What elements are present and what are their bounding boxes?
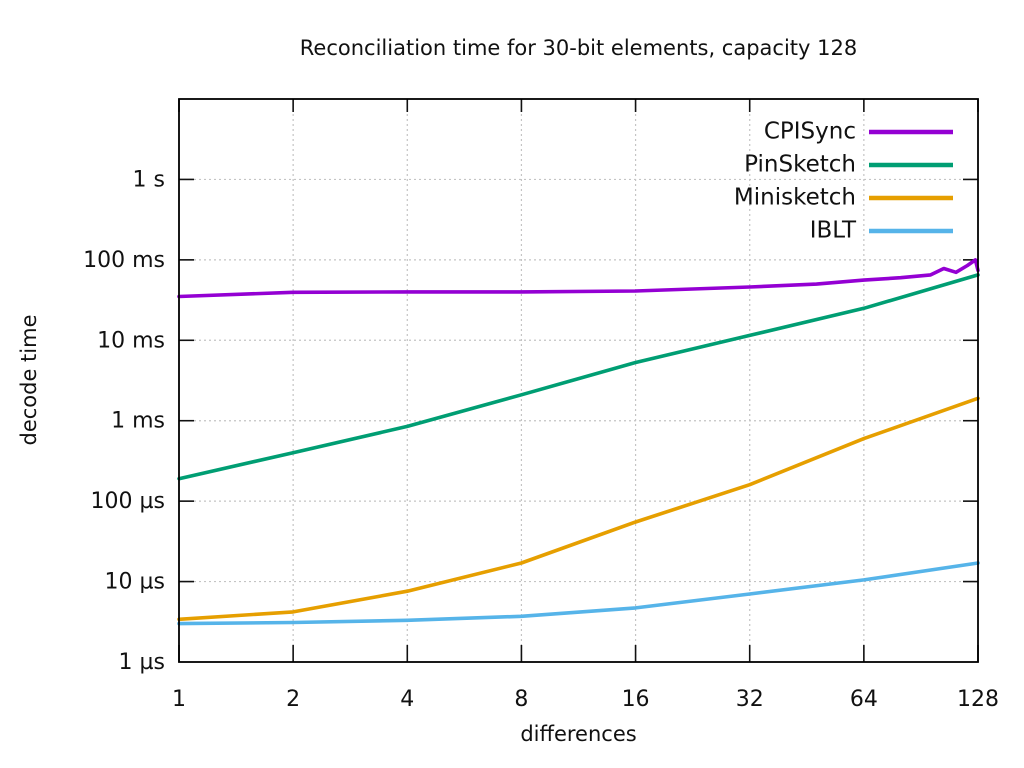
x-tick-label: 64 (850, 687, 878, 712)
series-line-cpisync (177, 258, 980, 299)
legend-label-minisketch: Minisketch (734, 185, 856, 211)
x-tick-label: 1 (172, 687, 186, 712)
x-tick-label: 8 (514, 687, 528, 712)
x-axis-label: differences (520, 722, 637, 746)
plot-border (178, 98, 979, 663)
y-tick-label: 1 ms (111, 409, 165, 434)
x-tick-label: 128 (957, 687, 999, 712)
y-tick-label: 10 µs (105, 570, 165, 595)
y-tick-label: 100 µs (91, 489, 165, 514)
x-tick-label: 2 (286, 687, 300, 712)
x-tick-label: 32 (736, 687, 764, 712)
legend-label-iblt: IBLT (810, 218, 857, 244)
y-tick-label: 10 ms (97, 328, 165, 353)
y-tick-label: 100 ms (83, 248, 165, 273)
series-line-pinsketch (177, 273, 980, 481)
legend-label-cpisync: CPISync (764, 119, 856, 145)
series-line-iblt (177, 561, 980, 626)
chart-title: Reconciliation time for 30-bit elements,… (299, 36, 858, 60)
y-axis-label: decode time (17, 314, 41, 446)
y-tick-label: 1 s (133, 167, 165, 192)
y-tick-label: 1 µs (119, 650, 165, 675)
x-tick-label: 16 (622, 687, 650, 712)
series-line-minisketch (177, 396, 980, 622)
legend-label-pinsketch: PinSketch (744, 152, 856, 178)
x-tick-label: 4 (400, 687, 414, 712)
